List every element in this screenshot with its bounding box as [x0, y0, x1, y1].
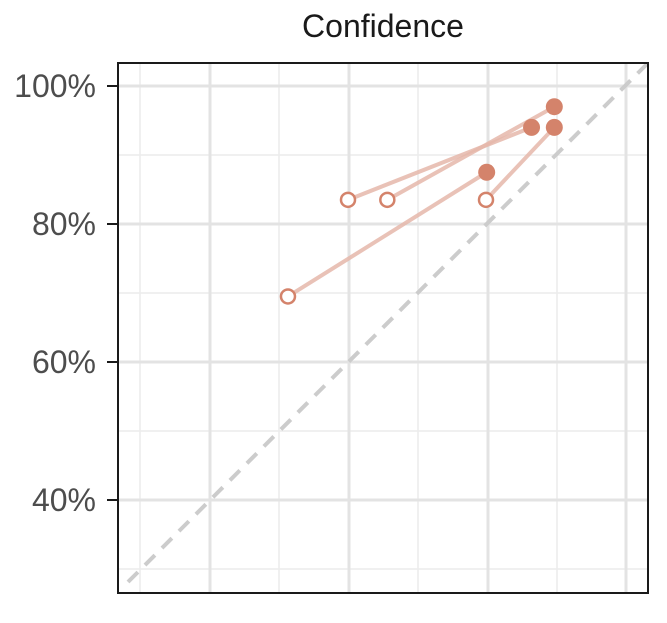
y-tick-label: 40%: [32, 482, 96, 518]
start-point-marker: [379, 191, 396, 209]
pair-markers: [279, 98, 563, 305]
chart-title: Confidence: [302, 8, 464, 44]
pair-segment: [347, 125, 533, 202]
y-tick-label: 60%: [32, 344, 96, 380]
y-axis-ticks: [107, 85, 118, 501]
y-tick-label: 100%: [14, 68, 96, 104]
y-tick-label: 80%: [32, 206, 96, 242]
start-point-marker: [339, 191, 357, 209]
start-point-marker: [279, 288, 297, 305]
y-axis-labels: 40% 60% 80% 100%: [14, 68, 96, 518]
end-point-marker: [545, 118, 563, 136]
pair-segment: [484, 126, 556, 202]
plot-panel-border: [117, 62, 649, 594]
grid-major: [118, 63, 648, 593]
start-point-marker: [477, 191, 495, 209]
end-point-marker: [523, 118, 541, 136]
pair-segment: [286, 170, 488, 299]
pair-segments: [286, 104, 556, 299]
reference-diagonal: [126, 61, 650, 584]
end-point-marker: [478, 163, 496, 181]
end-point-marker: [545, 98, 563, 116]
